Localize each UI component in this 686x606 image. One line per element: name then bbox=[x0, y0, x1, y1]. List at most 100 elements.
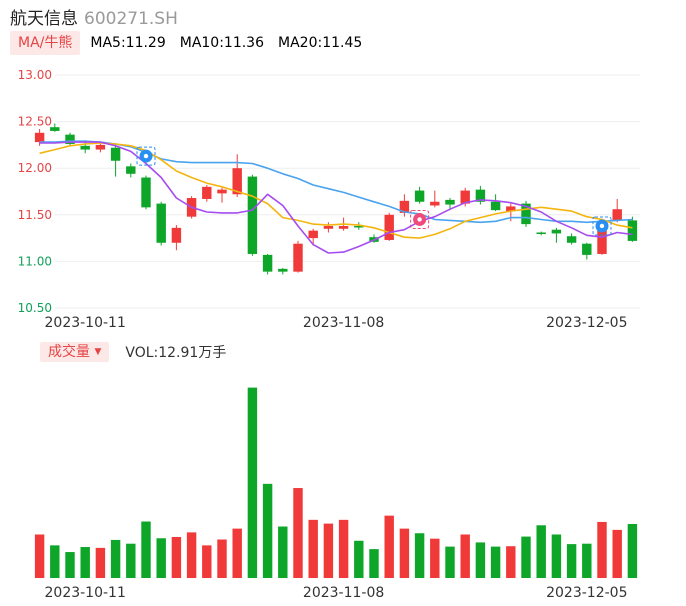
volume-bar bbox=[126, 543, 136, 578]
indicator-dropdown-label: 成交量 bbox=[48, 344, 90, 360]
volume-bar bbox=[445, 546, 455, 578]
candle-body bbox=[445, 199, 455, 205]
volume-bar bbox=[551, 534, 562, 578]
candle-body bbox=[597, 224, 607, 254]
volume-legend: 成交量 ▼ VOL:12.91万手 bbox=[40, 341, 226, 363]
volume-bar bbox=[460, 534, 470, 578]
candle-body bbox=[354, 225, 364, 228]
candle-body bbox=[262, 254, 273, 272]
stock-code: 600271.SH bbox=[84, 9, 178, 29]
candle-body bbox=[582, 243, 592, 255]
volume-bar bbox=[247, 387, 258, 578]
bear-signal-icon-frame bbox=[136, 146, 156, 166]
candle-body bbox=[293, 243, 303, 272]
volume-bar bbox=[95, 547, 106, 578]
volume-bar bbox=[171, 536, 182, 578]
price-tick-label: 11.00 bbox=[18, 254, 52, 268]
volume-bar bbox=[430, 538, 440, 578]
candle-body bbox=[171, 227, 182, 243]
title-bar: 航天信息 600271.SH bbox=[10, 4, 178, 29]
candle-body bbox=[34, 132, 45, 143]
date-axis-label: 2023-12-05 bbox=[546, 315, 627, 331]
candle-body bbox=[566, 236, 577, 243]
date-axis-label: 2023-10-11 bbox=[45, 315, 126, 331]
ma10-legend: MA10:11.36 bbox=[179, 35, 265, 51]
volume-bar bbox=[338, 519, 349, 578]
price-tick-label: 12.50 bbox=[18, 115, 52, 129]
candle-body bbox=[627, 220, 638, 241]
volume-bar bbox=[399, 528, 410, 578]
candle-body bbox=[460, 190, 470, 204]
candle-body bbox=[247, 176, 258, 254]
volume-bar bbox=[384, 515, 394, 578]
volume-bar bbox=[293, 488, 303, 578]
volume-bar bbox=[369, 549, 379, 578]
candle-body bbox=[612, 209, 622, 221]
candle-body bbox=[232, 168, 242, 195]
candle-body bbox=[110, 147, 121, 161]
volume-bar bbox=[536, 525, 546, 578]
date-axis-label: 2023-11-08 bbox=[303, 585, 384, 601]
bull-signal-icon-dot bbox=[417, 217, 422, 222]
volume-bar bbox=[582, 543, 592, 578]
candle-body bbox=[338, 225, 349, 229]
candle-body bbox=[551, 229, 562, 234]
volume-bar bbox=[278, 526, 288, 578]
candle-body bbox=[126, 166, 136, 174]
volume-bar bbox=[354, 540, 364, 578]
candle-body bbox=[65, 134, 75, 144]
volume-bar bbox=[217, 539, 227, 578]
volume-bar bbox=[490, 546, 501, 578]
volume-bar bbox=[566, 544, 577, 578]
ma-selector-tab[interactable]: MA/牛熊 bbox=[10, 31, 81, 55]
volume-bar bbox=[232, 528, 242, 578]
date-axis-label: 2023-10-11 bbox=[45, 585, 126, 601]
candle-body bbox=[490, 201, 501, 211]
volume-bar bbox=[308, 519, 318, 578]
volume-bar bbox=[34, 534, 45, 578]
candle-body bbox=[217, 189, 227, 194]
candle-body bbox=[414, 190, 425, 202]
candle-body bbox=[156, 203, 166, 243]
date-axis-label: 2023-11-08 bbox=[303, 315, 384, 331]
indicator-dropdown[interactable]: 成交量 ▼ bbox=[40, 342, 110, 362]
stock-name: 航天信息 bbox=[10, 9, 78, 29]
caret-down-icon: ▼ bbox=[94, 347, 102, 357]
candle-body bbox=[399, 200, 410, 213]
volume-bar bbox=[414, 533, 425, 578]
price-tick-label: 10.50 bbox=[18, 301, 52, 315]
volume-bar bbox=[80, 547, 90, 578]
candle-body bbox=[323, 225, 334, 229]
candle-body bbox=[384, 214, 394, 240]
volume-bar bbox=[521, 536, 531, 578]
price-tick-label: 12.00 bbox=[18, 161, 52, 175]
volume-value: VOL:12.91万手 bbox=[125, 345, 227, 361]
price-tick-label: 11.50 bbox=[18, 208, 52, 222]
date-axis-label: 2023-12-05 bbox=[546, 585, 627, 601]
volume-bar bbox=[597, 521, 607, 578]
volume-bar bbox=[612, 529, 622, 578]
candle-body bbox=[475, 189, 486, 202]
volume-bar bbox=[262, 483, 273, 578]
candle-body bbox=[202, 186, 212, 199]
volume-bar bbox=[323, 523, 334, 578]
volume-bar bbox=[110, 539, 121, 578]
candle-body bbox=[80, 145, 90, 150]
candle-body bbox=[278, 268, 288, 272]
ma10-line bbox=[39, 142, 633, 239]
candle-body bbox=[536, 232, 546, 235]
bear-signal-icon-frame bbox=[592, 216, 612, 236]
volume-bar bbox=[186, 532, 197, 578]
bear-signal-icon-dot bbox=[143, 153, 149, 159]
price-tick-label: 13.00 bbox=[18, 68, 52, 82]
ma5-line bbox=[39, 141, 633, 254]
candle-body bbox=[50, 127, 60, 131]
volume-bar bbox=[141, 521, 151, 578]
candle-body bbox=[308, 230, 318, 239]
candle-body bbox=[95, 144, 106, 150]
bear-signal-icon-dot bbox=[599, 223, 605, 229]
volume-bar bbox=[506, 546, 516, 578]
candle-body bbox=[430, 201, 440, 206]
bull-signal-icon-frame bbox=[410, 209, 430, 229]
